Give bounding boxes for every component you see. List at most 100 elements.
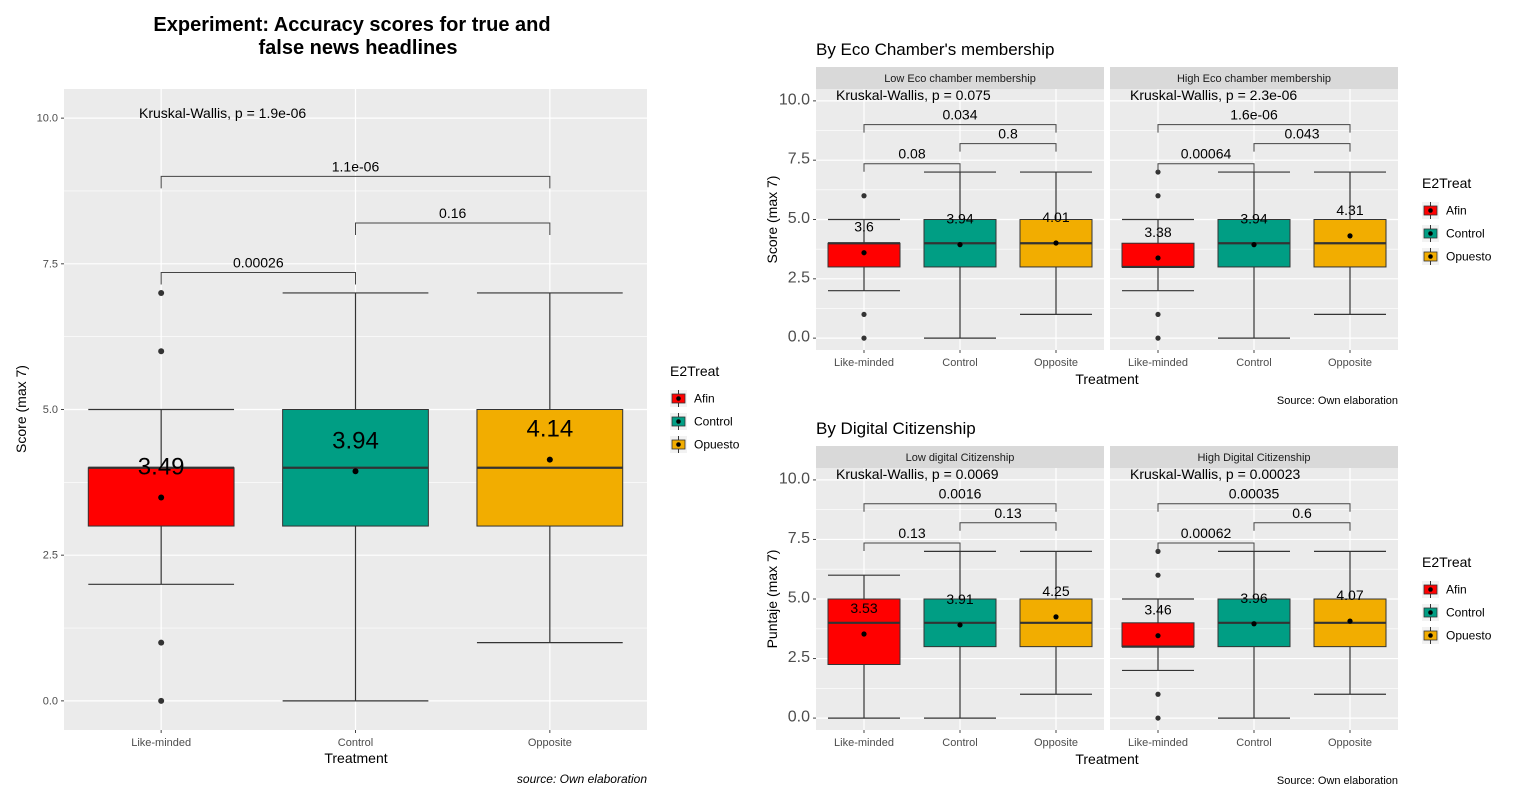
legend-label-control: Control bbox=[1446, 606, 1485, 620]
p-value-label: 0.00035 bbox=[1229, 486, 1280, 502]
legend-key-point bbox=[676, 419, 681, 424]
legend-key-point bbox=[1428, 254, 1433, 259]
y-tick-label: 2.5 bbox=[788, 649, 810, 666]
p-value-label: 1.1e-06 bbox=[332, 158, 380, 174]
significance-bracket bbox=[1253, 143, 1351, 152]
p-value-label: 0.8 bbox=[998, 126, 1018, 142]
x-tick-label: Opposite bbox=[1034, 737, 1078, 749]
mean-label: 3.53 bbox=[850, 600, 877, 616]
legend-key-point bbox=[676, 442, 681, 447]
y-tick-label: 10.0 bbox=[37, 113, 58, 125]
significance-bracket bbox=[863, 503, 1057, 512]
x-tick-label: Like-minded bbox=[131, 737, 191, 749]
x-tick-label: Control bbox=[942, 737, 977, 749]
x-tick-label: Like-minded bbox=[1128, 357, 1188, 369]
p-value-label: 0.13 bbox=[898, 525, 925, 541]
facet-chart-title: By Eco Chamber's membership bbox=[816, 40, 1055, 59]
mean-point bbox=[1053, 240, 1059, 246]
outlier-point bbox=[861, 311, 867, 318]
mean-point bbox=[1155, 633, 1161, 639]
facet-strip-label: High Digital Citizenship bbox=[1197, 452, 1310, 464]
legend-label-afin: Afin bbox=[1446, 204, 1467, 218]
x-tick-label: Opposite bbox=[1034, 357, 1078, 369]
mean-point bbox=[1347, 233, 1353, 239]
p-value-label: 0.13 bbox=[994, 505, 1021, 521]
kruskal-wallis-label: Kruskal-Wallis, p = 0.075 bbox=[836, 87, 991, 103]
legend-key-point bbox=[1428, 610, 1433, 615]
outlier-point bbox=[158, 697, 165, 704]
p-value-label: 0.034 bbox=[942, 107, 977, 123]
significance-bracket bbox=[1253, 522, 1351, 531]
x-tick-label: Control bbox=[338, 737, 373, 749]
mean-label: 3.94 bbox=[1240, 211, 1267, 227]
outlier-point bbox=[861, 335, 867, 341]
p-value-label: 0.00026 bbox=[233, 255, 284, 271]
mean-point bbox=[352, 468, 359, 475]
facet-strip-label: High Eco chamber membership bbox=[1177, 73, 1331, 85]
significance-bracket bbox=[863, 124, 1057, 133]
y-axis-title: Score (max 7) bbox=[13, 365, 29, 453]
x-axis-title: Treatment bbox=[324, 750, 387, 766]
legend-label-control: Control bbox=[1446, 227, 1485, 241]
mean-label: 3.94 bbox=[332, 427, 379, 454]
significance-bracket bbox=[1157, 503, 1351, 512]
x-tick-label: Control bbox=[1236, 737, 1271, 749]
x-axis-title: Treatment bbox=[1075, 751, 1138, 767]
outlier-point bbox=[158, 639, 165, 646]
y-tick-label: 7.5 bbox=[788, 530, 810, 547]
outlier-point bbox=[1155, 335, 1161, 341]
mean-label: 3.6 bbox=[854, 219, 874, 235]
y-tick-label: 5.0 bbox=[43, 404, 58, 416]
mean-label: 4.14 bbox=[526, 416, 573, 443]
significance-bracket bbox=[160, 272, 356, 285]
p-value-label: 0.00064 bbox=[1181, 146, 1232, 162]
significance-bracket bbox=[863, 163, 961, 172]
significance-bracket bbox=[863, 542, 961, 552]
x-axis-title: Treatment bbox=[1075, 371, 1138, 387]
significance-bracket bbox=[959, 522, 1057, 531]
box-like-minded bbox=[1121, 242, 1195, 268]
mean-label: 4.07 bbox=[1336, 587, 1363, 603]
x-tick-label: Like-minded bbox=[1128, 737, 1188, 749]
p-value-label: 0.0016 bbox=[939, 486, 982, 502]
y-tick-label: 10.0 bbox=[779, 470, 810, 487]
p-value-label: 0.16 bbox=[439, 205, 466, 221]
mean-label: 3.94 bbox=[946, 211, 973, 227]
p-value-label: 0.08 bbox=[898, 146, 925, 162]
facet-strip bbox=[1110, 446, 1398, 468]
x-tick-label: Like-minded bbox=[834, 737, 894, 749]
mean-label: 3.38 bbox=[1144, 224, 1171, 240]
mean-label: 3.96 bbox=[1240, 590, 1267, 606]
legend-key-point bbox=[676, 396, 681, 401]
kruskal-wallis-label: Kruskal-Wallis, p = 2.3e-06 bbox=[1130, 87, 1297, 103]
facet-chart-title: By Digital Citizenship bbox=[816, 419, 976, 438]
chart-caption: source: Own elaboration bbox=[517, 772, 647, 786]
legend-title: E2Treat bbox=[1422, 175, 1471, 191]
significance-bracket bbox=[1157, 163, 1255, 172]
outlier-point bbox=[1155, 193, 1161, 199]
significance-bracket bbox=[1157, 124, 1351, 133]
outlier-point bbox=[1155, 311, 1161, 318]
outlier-point bbox=[1155, 169, 1161, 175]
y-tick-label: 5.0 bbox=[788, 210, 810, 227]
chart-title-line1: Experiment: Accuracy scores for true and bbox=[153, 14, 550, 36]
legend-label-opuesto: Opuesto bbox=[1446, 250, 1492, 264]
p-value-label: 1.6e-06 bbox=[1230, 107, 1278, 123]
y-tick-label: 10.0 bbox=[779, 91, 810, 108]
mean-point bbox=[861, 250, 867, 256]
x-tick-label: Opposite bbox=[1328, 357, 1372, 369]
mean-label: 3.49 bbox=[138, 453, 185, 480]
mean-point bbox=[1251, 242, 1257, 248]
y-axis-title: Score (max 7) bbox=[764, 176, 780, 264]
chart-caption: Source: Own elaboration bbox=[1277, 775, 1398, 787]
x-tick-label: Control bbox=[1236, 357, 1271, 369]
kruskal-wallis-label: Kruskal-Wallis, p = 0.00023 bbox=[1130, 466, 1300, 482]
y-tick-label: 5.0 bbox=[788, 590, 810, 607]
legend-label-opuesto: Opuesto bbox=[1446, 629, 1492, 643]
mean-point bbox=[1251, 621, 1257, 627]
legend-label-control: Control bbox=[694, 415, 733, 429]
y-tick-label: 7.5 bbox=[43, 258, 58, 270]
p-value-label: 0.00062 bbox=[1181, 525, 1232, 541]
kruskal-wallis-label: Kruskal-Wallis, p = 1.9e-06 bbox=[139, 105, 306, 121]
